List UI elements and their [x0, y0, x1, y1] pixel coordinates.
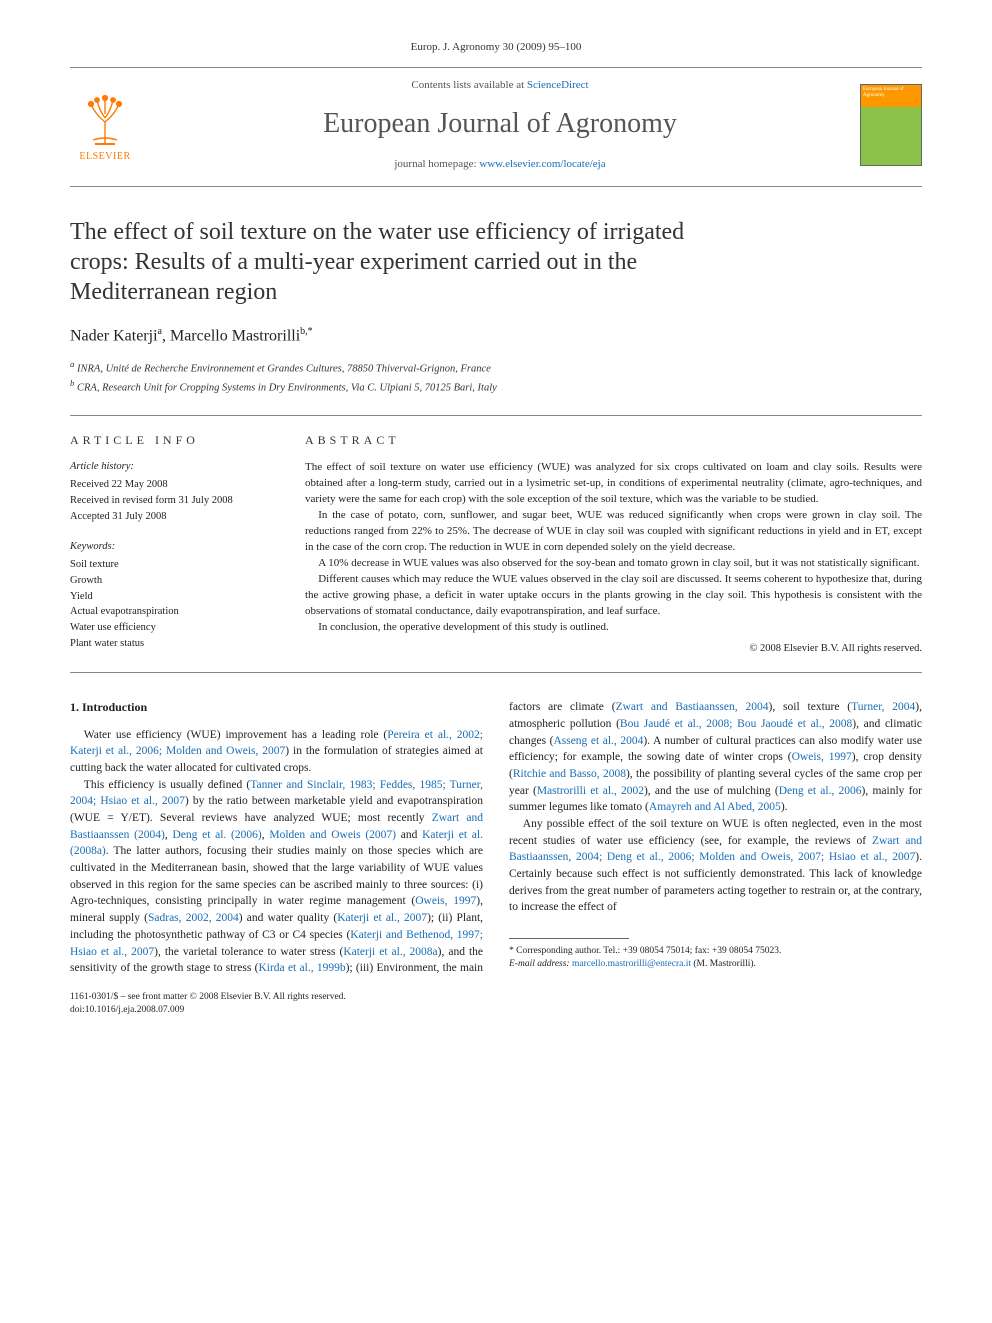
p2-cite3[interactable]: Deng et al. (2006) — [172, 829, 261, 841]
affiliation-a: a INRA, Unité de Recherche Environnement… — [70, 358, 922, 377]
keyword-6: Plant water status — [70, 636, 275, 652]
article-info-heading: article info — [70, 432, 275, 449]
article-info-block: article info Article history: Received 2… — [70, 432, 275, 657]
footnote-separator — [509, 938, 629, 939]
footer-doi: doi:10.1016/j.eja.2008.07.009 — [70, 1004, 922, 1017]
body-p3: Any possible effect of the soil texture … — [509, 816, 922, 916]
footer-front-matter: 1161-0301/$ – see front matter © 2008 El… — [70, 991, 922, 1004]
p2-cite17[interactable]: Ritchie and Basso, 2008 — [513, 768, 626, 780]
body-two-column: 1. Introduction Water use efficiency (WU… — [70, 699, 922, 976]
p2-t8: ) and water quality ( — [239, 912, 337, 924]
affiliation-b-text: CRA, Research Unit for Cropping Systems … — [77, 383, 497, 394]
abstract-heading: abstract — [305, 432, 922, 449]
footnotes: * Corresponding author. Tel.: +39 08054 … — [509, 945, 922, 972]
publisher-name: ELSEVIER — [79, 150, 130, 164]
keyword-5: Water use efficiency — [70, 620, 275, 636]
homepage-prefix: journal homepage: — [394, 158, 479, 170]
author-1: Nader Katerji — [70, 328, 158, 345]
p2-t19: ), and the use of mulching ( — [644, 785, 779, 797]
p3-t1: Any possible effect of the soil texture … — [509, 818, 922, 847]
page-footer: 1161-0301/$ – see front matter © 2008 El… — [70, 991, 922, 1018]
p1-t1: Water use efficiency (WUE) improvement h… — [84, 729, 387, 741]
cover-title: European Journal of Agronomy — [861, 85, 921, 107]
p2-t21: ). — [781, 801, 788, 813]
p2-cite19[interactable]: Deng et al., 2006 — [779, 785, 862, 797]
p2-t1: This efficiency is usually defined ( — [84, 779, 250, 791]
p2-cite12[interactable]: Zwart and Bastiaanssen, 2004 — [616, 701, 769, 713]
p2-cite18[interactable]: Mastrorilli et al., 2002 — [537, 785, 644, 797]
p2-cite15[interactable]: Asseng et al., 2004 — [553, 735, 643, 747]
p2-cite7[interactable]: Sadras, 2002, 2004 — [148, 912, 239, 924]
author-2: Marcello Mastrorilli — [170, 328, 300, 345]
history-revised: Received in revised form 31 July 2008 — [70, 493, 275, 509]
journal-center: Contents lists available at ScienceDirec… — [156, 78, 844, 172]
keyword-4: Actual evapotranspiration — [70, 604, 275, 620]
keywords-label: Keywords: — [70, 540, 275, 555]
sciencedirect-link[interactable]: ScienceDirect — [527, 79, 589, 91]
email-label: E-mail address: — [509, 959, 572, 969]
journal-cover-thumbnail: European Journal of Agronomy — [860, 84, 922, 166]
contents-available-line: Contents lists available at ScienceDirec… — [156, 78, 844, 93]
keyword-1: Soil texture — [70, 557, 275, 573]
abstract-p3: A 10% decrease in WUE values was also ob… — [305, 556, 922, 572]
p2-cite13[interactable]: Turner, 2004 — [851, 701, 915, 713]
abstract-copyright: © 2008 Elsevier B.V. All rights reserved… — [305, 642, 922, 657]
p2-cite4[interactable]: Molden and Oweis (2007) — [269, 829, 396, 841]
abstract-p5: In conclusion, the operative development… — [305, 620, 922, 636]
abstract-block: abstract The effect of soil texture on w… — [305, 432, 922, 657]
journal-title: European Journal of Agronomy — [156, 104, 844, 143]
keyword-2: Growth — [70, 573, 275, 589]
article-title: The effect of soil texture on the water … — [70, 217, 690, 307]
affiliations: a INRA, Unité de Recherche Environnement… — [70, 358, 922, 397]
p2-cite6[interactable]: Oweis, 1997 — [415, 895, 476, 907]
body-p1: Water use efficiency (WUE) improvement h… — [70, 727, 483, 777]
journal-header-box: ELSEVIER Contents lists available at Sci… — [70, 67, 922, 187]
p2-t10: ), the varietal tolerance to water stres… — [154, 946, 343, 958]
p2-t13: ), soil texture ( — [768, 701, 851, 713]
p2-cite20[interactable]: Amayreh and Al Abed, 2005 — [649, 801, 781, 813]
running-head-citation: Europ. J. Agronomy 30 (2009) 95–100 — [70, 40, 922, 55]
history-label: Article history: — [70, 460, 275, 475]
p2-t5: and — [396, 829, 422, 841]
corresponding-author: * Corresponding author. Tel.: +39 08054 … — [509, 945, 922, 958]
affiliation-a-text: INRA, Unité de Recherche Environnement e… — [77, 364, 491, 375]
p2-cite8[interactable]: Katerji et al., 2007 — [337, 912, 427, 924]
p2-cite11[interactable]: Kirda et al., 1999b — [258, 962, 345, 974]
abstract-p2: In the case of potato, corn, sunflower, … — [305, 508, 922, 556]
author-1-aff: a — [158, 326, 162, 337]
article-meta-row: article info Article history: Received 2… — [70, 415, 922, 674]
homepage-link[interactable]: www.elsevier.com/locate/eja — [479, 158, 605, 170]
journal-homepage-line: journal homepage: www.elsevier.com/locat… — [156, 157, 844, 172]
contents-prefix: Contents lists available at — [411, 79, 526, 91]
affiliation-b: b CRA, Research Unit for Cropping System… — [70, 377, 922, 396]
abstract-p1: The effect of soil texture on water use … — [305, 460, 922, 508]
email-line: E-mail address: marcello.mastrorilli@ent… — [509, 958, 922, 971]
history-accepted: Accepted 31 July 2008 — [70, 509, 275, 525]
keyword-3: Yield — [70, 589, 275, 605]
keywords-block: Keywords: Soil texture Growth Yield Actu… — [70, 540, 275, 651]
history-received: Received 22 May 2008 — [70, 477, 275, 493]
section-1-heading: 1. Introduction — [70, 699, 483, 716]
email-link[interactable]: marcello.mastrorilli@entecra.it — [572, 959, 691, 969]
p2-cite10[interactable]: Katerji et al., 2008a — [343, 946, 437, 958]
elsevier-tree-icon — [77, 92, 133, 148]
abstract-p4: Different causes which may reduce the WU… — [305, 572, 922, 620]
publisher-logo: ELSEVIER — [70, 86, 140, 164]
author-2-aff: b,* — [300, 326, 313, 337]
authors-line: Nader Katerjia, Marcello Mastrorillib,* — [70, 325, 922, 348]
email-who: (M. Mastrorilli). — [691, 959, 756, 969]
p2-cite16[interactable]: Oweis, 1997 — [792, 751, 852, 763]
p2-cite14[interactable]: Bou Jaudé et al., 2008; Bou Jaoudé et al… — [620, 718, 852, 730]
